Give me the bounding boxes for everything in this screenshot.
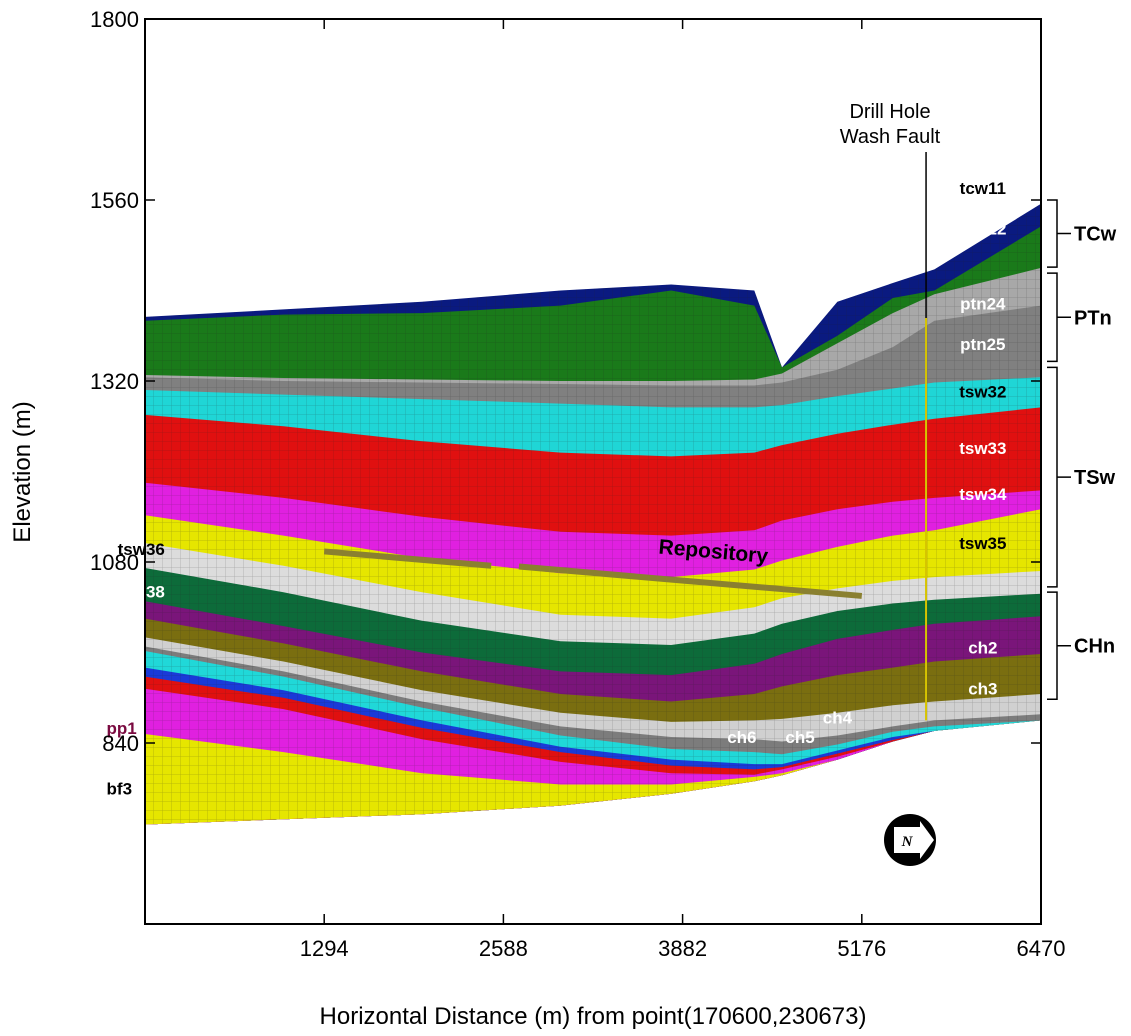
layer-label-tsw35: tsw35 — [959, 534, 1006, 553]
fault-label-line: Drill Hole — [849, 101, 930, 123]
fault-group: Drill Hole Wash Fault — [840, 101, 941, 721]
north-arrow-letter: N — [901, 834, 914, 850]
fault-label-line: Wash Fault — [840, 126, 941, 148]
repository-bar — [518, 563, 863, 599]
layer-label-bf3: bf3 — [107, 779, 133, 798]
north-arrow-inner — [894, 827, 920, 853]
x-tick-label: 3882 — [658, 936, 707, 961]
y-tick-label: 840 — [102, 731, 139, 756]
y-tick-label: 1800 — [90, 7, 139, 32]
x-tick-label: 1294 — [300, 936, 349, 961]
unit-label-TCw: TCw — [1074, 224, 1117, 246]
layer-label-tsw32: tsw32 — [959, 383, 1006, 402]
layer-label-ch4: ch4 — [823, 708, 853, 727]
y-tick-label: 1080 — [90, 550, 139, 575]
unit-label-PTn: PTn — [1074, 307, 1112, 329]
unit-bracket-TSw — [1047, 366, 1071, 588]
layer-label-ch3: ch3 — [968, 680, 997, 699]
layer-labels: tcw11 tcw12 ptn24 ptn25 tsw32 tsw33 tsw34 tsw35… — [107, 179, 1007, 798]
unit-bracket-PTn — [1047, 272, 1071, 363]
y-tick-label: 1320 — [90, 369, 139, 394]
layer-label-tsw33: tsw33 — [959, 439, 1006, 458]
y-axis-label: Elevation (m) — [9, 401, 36, 542]
unit-label-TSw: TSw — [1074, 467, 1116, 489]
repository-bars — [323, 548, 863, 599]
layer-label-tcw11: tcw11 — [960, 179, 1006, 198]
layer-label-tcw12: tcw12 — [959, 220, 1006, 239]
unit-label-CHn: CHn — [1074, 636, 1115, 658]
stratigraphic-unit-brackets: TCw PTn TSw CHn — [1047, 199, 1117, 701]
repository-bar — [323, 548, 492, 569]
layer-label-ptn24: ptn24 — [960, 294, 1006, 313]
x-axis-label: Horizontal Distance (m) from point(17060… — [320, 1003, 867, 1030]
layer-label-ch5: ch5 — [785, 728, 814, 747]
x-tick-label: 5176 — [837, 936, 886, 961]
layer-label-ptn25: ptn25 — [960, 335, 1005, 354]
layer-label-tsw34: tsw34 — [959, 485, 1007, 504]
layer-label-pp1: pp1 — [107, 719, 137, 738]
layer-label-ch2: ch2 — [968, 638, 997, 657]
x-axis-ticks: 1294 2588 3882 5176 6470 — [300, 19, 1066, 961]
grid-mesh-overlay — [145, 203, 1041, 825]
layer-label-tsw38: tsw38 — [118, 582, 165, 601]
y-tick-label: 1560 — [90, 188, 139, 213]
layer-label-tsw36: tsw36 — [118, 540, 165, 559]
y-axis-ticks: 840 1080 1320 1560 1800 — [90, 7, 1041, 756]
x-tick-label: 6470 — [1017, 936, 1066, 961]
axes-frame — [144, 18, 1042, 925]
north-arrow: N — [884, 814, 936, 866]
layer-label-pp2: pp2 — [107, 684, 137, 703]
layer-label-pp3: pp3 — [107, 659, 137, 678]
layer-label-ch6: ch6 — [727, 728, 756, 747]
unit-bracket-CHn — [1047, 591, 1071, 701]
x-tick-label: 2588 — [479, 936, 528, 961]
unit-bracket-TCw — [1047, 199, 1071, 268]
north-arrow-head — [920, 821, 934, 859]
